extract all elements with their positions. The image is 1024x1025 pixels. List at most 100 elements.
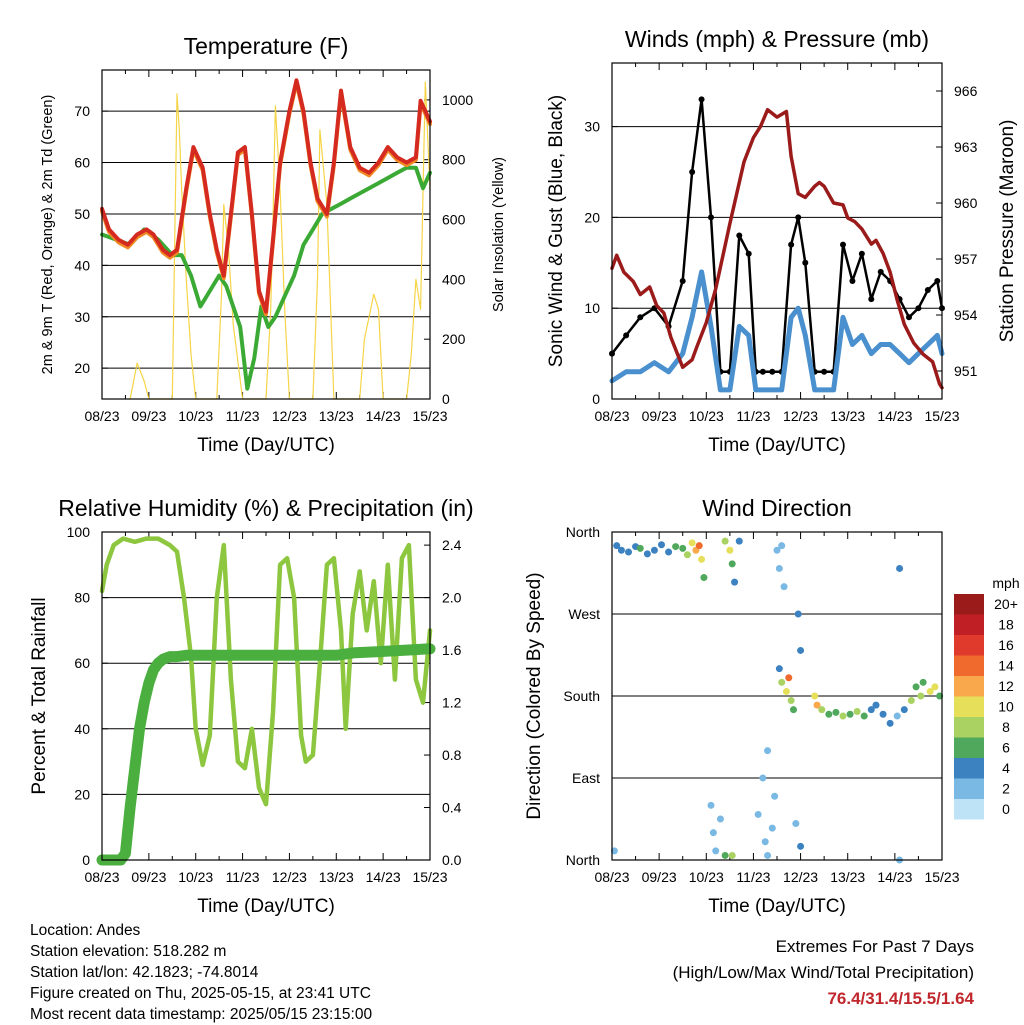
plot-frame bbox=[101, 531, 431, 861]
y-tick-label: South bbox=[563, 688, 600, 704]
y-tick-label: East bbox=[572, 770, 600, 786]
colorbar-label: 8 bbox=[1002, 719, 1010, 735]
direction-point bbox=[771, 792, 779, 800]
chart-title: Wind Direction bbox=[702, 495, 852, 521]
series-relative-humidity bbox=[99, 536, 433, 807]
direction-point bbox=[782, 687, 790, 695]
colorbar-unit: mph bbox=[992, 575, 1019, 591]
direction-point bbox=[917, 692, 925, 700]
panel-winds: 0 10 20 30 08/23 09/23 10/23 11/23 12/23 13/23 14/… bbox=[546, 26, 1018, 456]
direction-point bbox=[643, 550, 651, 558]
direction-point bbox=[754, 810, 762, 818]
x-tick-label: 10/23 bbox=[178, 869, 213, 885]
colorbar-swatch bbox=[954, 594, 984, 615]
y-tick-label: 0 bbox=[82, 852, 90, 868]
direction-point bbox=[872, 701, 880, 709]
direction-point bbox=[695, 542, 703, 550]
colorbar-label: 4 bbox=[1002, 760, 1010, 776]
direction-point bbox=[797, 646, 805, 654]
y-tick-label: 50 bbox=[74, 206, 90, 222]
direction-point bbox=[721, 851, 729, 859]
x-tick-label: 15/23 bbox=[412, 408, 447, 424]
direction-point bbox=[610, 847, 618, 855]
series-total-precipitation bbox=[96, 643, 436, 866]
x-tick-label: 10/23 bbox=[689, 869, 724, 885]
y2-tick-label: 2.0 bbox=[442, 590, 462, 606]
y2-tick-label: 0 bbox=[442, 391, 450, 407]
y-tick-label: 0 bbox=[592, 391, 600, 407]
chart-title: Winds (mph) & Pressure (mb) bbox=[625, 26, 929, 52]
colorbar-label: 14 bbox=[998, 658, 1014, 674]
y2-tick-label: 954 bbox=[954, 307, 978, 323]
direction-point bbox=[886, 719, 894, 727]
colorbar: mph 20+ 18 16 14 12 10 8 6 4 2 0 bbox=[954, 575, 1020, 820]
x-tick-label: 09/23 bbox=[642, 408, 677, 424]
x-tick-label: 08/23 bbox=[84, 869, 119, 885]
direction-point bbox=[700, 574, 708, 582]
direction-point bbox=[926, 687, 934, 695]
colorbar-label: 0 bbox=[1002, 801, 1010, 817]
direction-point bbox=[761, 838, 769, 846]
direction-point bbox=[787, 697, 795, 705]
direction-point bbox=[679, 544, 687, 552]
colorbar-label: 20+ bbox=[994, 596, 1018, 612]
extremes-values: 76.4/31.4/15.5/1.64 bbox=[827, 989, 974, 1008]
x-tick-label: 14/23 bbox=[366, 869, 401, 885]
direction-point bbox=[716, 815, 724, 823]
direction-point bbox=[613, 542, 621, 550]
y-tick-label: 30 bbox=[584, 119, 600, 135]
x-tick-label: 13/23 bbox=[830, 408, 865, 424]
direction-point bbox=[919, 678, 927, 686]
x-tick-label: 11/23 bbox=[226, 408, 260, 424]
colorbar-swatch bbox=[954, 799, 984, 820]
direction-point bbox=[900, 706, 908, 714]
y2-tick-label: 1000 bbox=[442, 92, 473, 108]
direction-point bbox=[768, 824, 776, 832]
y2-tick-label: 0.4 bbox=[442, 800, 462, 816]
x-tick-label: 11/23 bbox=[736, 408, 770, 424]
direction-point bbox=[698, 555, 706, 563]
direction-point bbox=[728, 560, 736, 568]
x-axis-label: Time (Day/UTC) bbox=[197, 896, 335, 917]
direction-point bbox=[936, 692, 944, 700]
direction-point bbox=[617, 546, 625, 554]
y-tick-label: 10 bbox=[584, 300, 600, 316]
direction-point bbox=[792, 820, 800, 828]
colorbar-swatch bbox=[954, 614, 984, 635]
direction-point bbox=[846, 710, 854, 718]
direction-point bbox=[672, 543, 680, 551]
direction-point bbox=[794, 610, 802, 618]
series-wind bbox=[609, 269, 945, 393]
y-axis-label: Percent & Total Rainfall bbox=[29, 597, 50, 794]
x-tick-label: 11/23 bbox=[736, 869, 770, 885]
x-tick-label: 13/23 bbox=[319, 869, 354, 885]
x-tick-label: 12/23 bbox=[783, 408, 818, 424]
x-axis-label: Time (Day/UTC) bbox=[708, 435, 846, 456]
y2-tick-label: 400 bbox=[442, 271, 466, 287]
direction-point bbox=[650, 546, 658, 554]
x-tick-label: 11/23 bbox=[226, 869, 260, 885]
y2-tick-label: 2.4 bbox=[442, 537, 462, 553]
direction-point bbox=[790, 706, 797, 714]
x-tick-label: 14/23 bbox=[366, 408, 401, 424]
direction-point bbox=[764, 747, 772, 755]
direction-point bbox=[907, 697, 915, 705]
y-tick-label: North bbox=[566, 852, 600, 868]
series-2m-t bbox=[100, 78, 432, 314]
direction-point bbox=[825, 710, 833, 718]
x-tick-label: 15/23 bbox=[412, 869, 447, 885]
x-tick-label: 09/23 bbox=[131, 869, 166, 885]
series-solar-insolation bbox=[129, 81, 431, 400]
series-2m-td bbox=[100, 165, 432, 391]
y-tick-label: West bbox=[568, 606, 600, 622]
latlon-text: Station lat/lon: 42.1823; -74.8014 bbox=[30, 964, 259, 981]
recent-data-text: Most recent data timestamp: 2025/05/15 2… bbox=[30, 1006, 373, 1023]
y-axis-label: Direction (Colored By Speed) bbox=[524, 572, 545, 819]
colorbar-label: 6 bbox=[1002, 740, 1010, 756]
panel-humidity: 0 20 40 60 80 100 08/23 09/23 10/23 11/23 12/23 13/… bbox=[29, 495, 474, 917]
colorbar-swatch bbox=[954, 655, 984, 676]
direction-point bbox=[688, 539, 696, 547]
y-tick-label: 60 bbox=[74, 655, 90, 671]
y-tick-label: 20 bbox=[74, 360, 90, 376]
